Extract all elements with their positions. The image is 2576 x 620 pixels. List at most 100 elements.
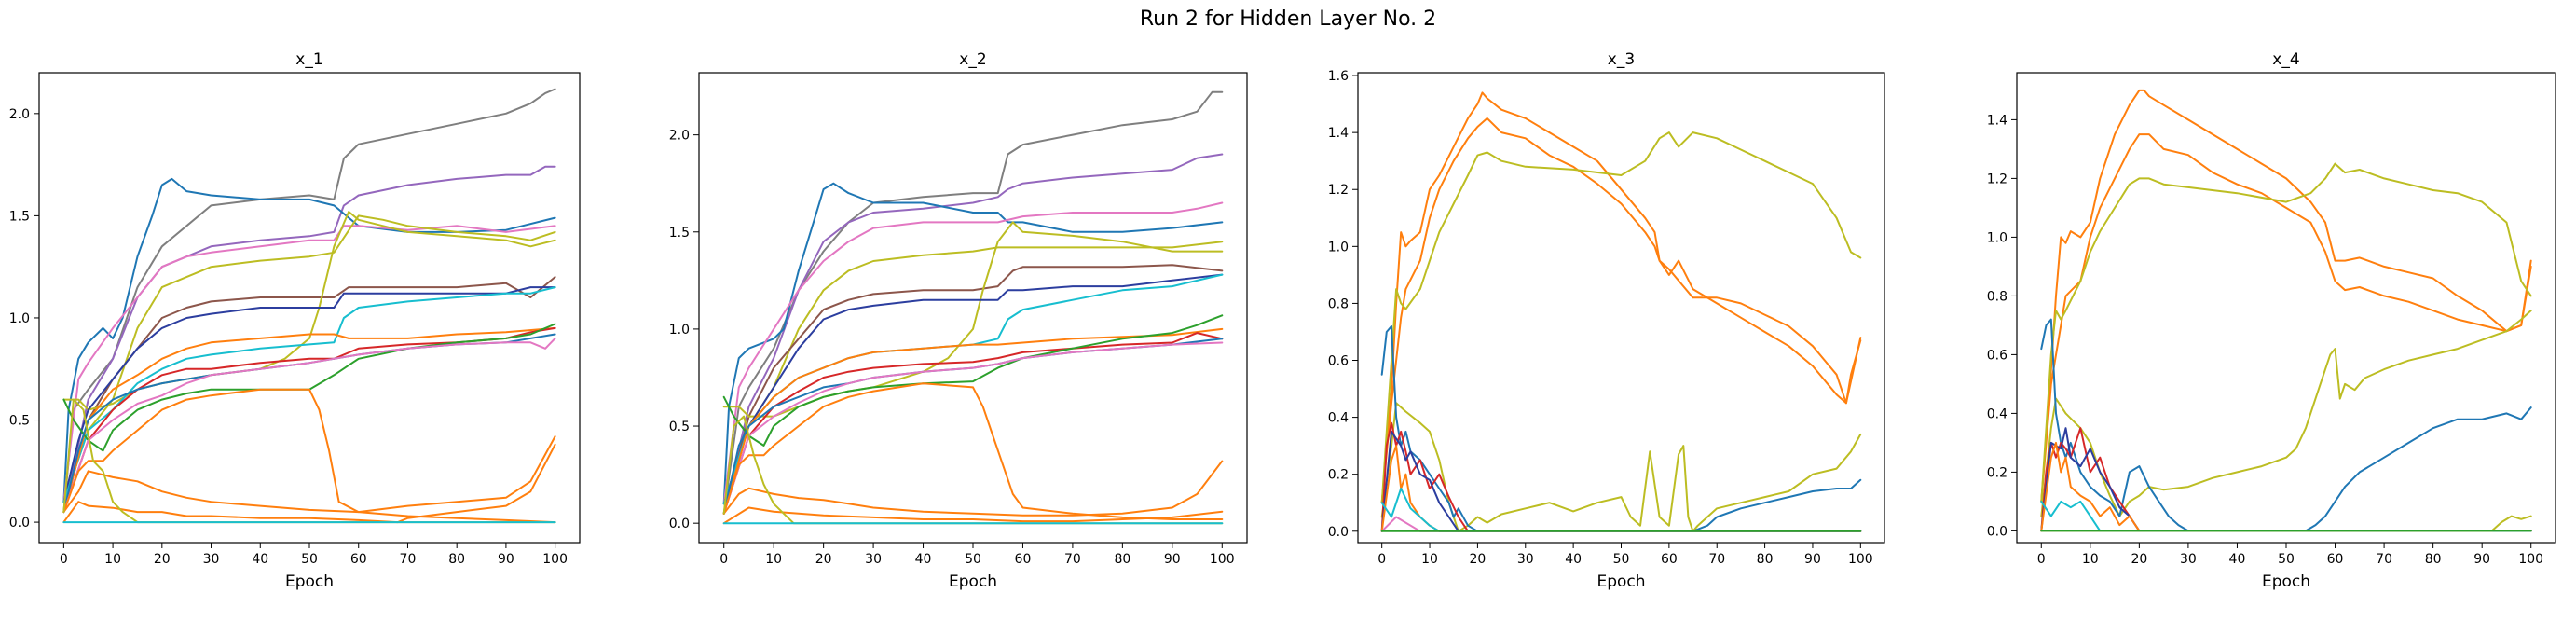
x-tick-label: 70: [400, 552, 417, 567]
y-tick-label: 0.5: [9, 414, 30, 429]
series-line-12: [722, 314, 1224, 447]
series-line-1: [2040, 89, 2532, 503]
y-tick-label: 0.4: [1328, 411, 1349, 426]
series-line-5: [1380, 324, 1862, 532]
x-tick-label: 30: [2180, 552, 2197, 567]
series-group: [722, 90, 1224, 525]
series-line-5: [62, 214, 556, 503]
y-tick-label: 0.8: [1328, 296, 1349, 311]
y-tick-label: 1.5: [669, 226, 690, 241]
x-tick-label: 0: [60, 552, 68, 567]
series-line-1: [1380, 91, 1862, 504]
y-tick-label: 0.2: [1328, 468, 1349, 483]
series-line-14: [722, 341, 1224, 515]
y-tick-label: 1.0: [1328, 240, 1349, 255]
y-tick-label: 1.4: [1987, 113, 2007, 128]
chart-title: x_3: [1608, 50, 1635, 69]
chart-panel-3: 0 10 20 30 40 50 60 70 80 90 100 0.0 0.2 0.4 0.6 0.8 1.0…: [1328, 50, 1885, 591]
chart-title: x_2: [959, 50, 986, 69]
x-axis-label: Epoch: [285, 572, 334, 591]
x-tick-label: 10: [104, 552, 121, 567]
y-tick-label: 0.0: [1328, 525, 1349, 540]
series-line-8: [722, 273, 1224, 505]
x-tick-label: 20: [2131, 552, 2147, 567]
y-tick-label: 0.0: [669, 517, 690, 531]
series-group: [2040, 89, 2532, 532]
series-line-6: [2040, 427, 2532, 532]
series-line-3: [62, 177, 556, 503]
chart-panel-4: 0 10 20 30 40 50 60 70 80 90 100 0.0 0.2 0.4 0.6 0.8 1.0…: [1987, 50, 2556, 591]
series-line-9: [1380, 488, 1862, 532]
x-tick-label: 0: [719, 552, 728, 567]
y-tick-label: 0.2: [1987, 465, 2007, 480]
series-line-2: [62, 165, 556, 514]
series-line-3: [722, 182, 1224, 505]
series-line-6: [1380, 421, 1862, 532]
series-line-8: [2040, 441, 2532, 532]
series-line-11: [62, 326, 556, 514]
series-line-4: [62, 225, 556, 503]
series-line-2: [2040, 133, 2532, 503]
x-tick-label: 0: [1377, 552, 1386, 567]
series-line-6: [62, 276, 556, 514]
series-line-16: [62, 435, 556, 514]
x-tick-label: 10: [765, 552, 782, 567]
x-tick-label: 30: [1517, 552, 1534, 567]
x-tick-label: 60: [350, 552, 367, 567]
x-tick-label: 100: [1210, 552, 1235, 567]
y-tick-label: 1.4: [1328, 126, 1349, 141]
series-line-13: [62, 333, 556, 514]
x-tick-label: 30: [203, 552, 220, 567]
series-line-4: [722, 201, 1224, 505]
y-tick-label: 2.0: [669, 129, 690, 144]
x-tick-label: 20: [815, 552, 832, 567]
figure-title: Run 2 for Hidden Layer No. 2: [1140, 7, 1436, 31]
series-line-5: [722, 241, 1224, 505]
series-line-6: [722, 264, 1224, 515]
x-tick-label: 40: [252, 552, 268, 567]
series-line-9: [62, 286, 556, 503]
series-line-12: [62, 323, 556, 452]
chart-title: x_4: [2272, 50, 2299, 69]
x-axis-label: Epoch: [2262, 572, 2310, 591]
x-tick-label: 50: [965, 552, 981, 567]
chart-panel-2: 0 10 20 30 40 50 60 70 80 90 100 0.0 0.5 1.0 1.5 2.0 x_2…: [669, 50, 1248, 591]
x-tick-label: 20: [1469, 552, 1486, 567]
x-axis-label: Epoch: [949, 572, 997, 591]
x-tick-label: 80: [1114, 552, 1130, 567]
x-tick-label: 80: [448, 552, 465, 567]
series-group: [62, 88, 556, 524]
y-tick-label: 1.5: [9, 209, 30, 224]
series-line-18: [62, 398, 556, 524]
x-tick-label: 40: [2229, 552, 2246, 567]
y-tick-label: 0.6: [1328, 354, 1349, 369]
x-tick-label: 90: [2473, 552, 2490, 567]
series-line-1: [62, 88, 556, 514]
x-tick-label: 90: [1804, 552, 1821, 567]
series-line-11: [722, 332, 1224, 515]
x-tick-label: 70: [2376, 552, 2392, 567]
series-group: [1380, 91, 1862, 532]
x-tick-label: 0: [2037, 552, 2046, 567]
x-tick-label: 100: [1848, 552, 1873, 567]
x-tick-label: 100: [542, 552, 568, 567]
x-tick-label: 50: [1613, 552, 1630, 567]
y-tick-label: 1.0: [669, 323, 690, 338]
series-line-1: [722, 90, 1224, 515]
y-tick-label: 0.4: [1987, 406, 2007, 421]
series-line-15: [722, 382, 1224, 520]
series-line-3: [1380, 131, 1862, 504]
y-tick-label: 2.0: [9, 107, 30, 122]
series-line-10: [722, 327, 1224, 515]
x-tick-label: 70: [1064, 552, 1081, 567]
plot-frame: [1357, 72, 1885, 544]
chart-title: x_1: [295, 50, 322, 69]
series-line-18: [722, 415, 1224, 525]
x-tick-label: 60: [2327, 552, 2344, 567]
y-tick-label: 1.6: [1328, 69, 1349, 84]
series-line-17: [62, 443, 556, 524]
series-line-2: [722, 153, 1224, 515]
series-line-4: [1380, 402, 1862, 532]
x-tick-label: 50: [2278, 552, 2295, 567]
